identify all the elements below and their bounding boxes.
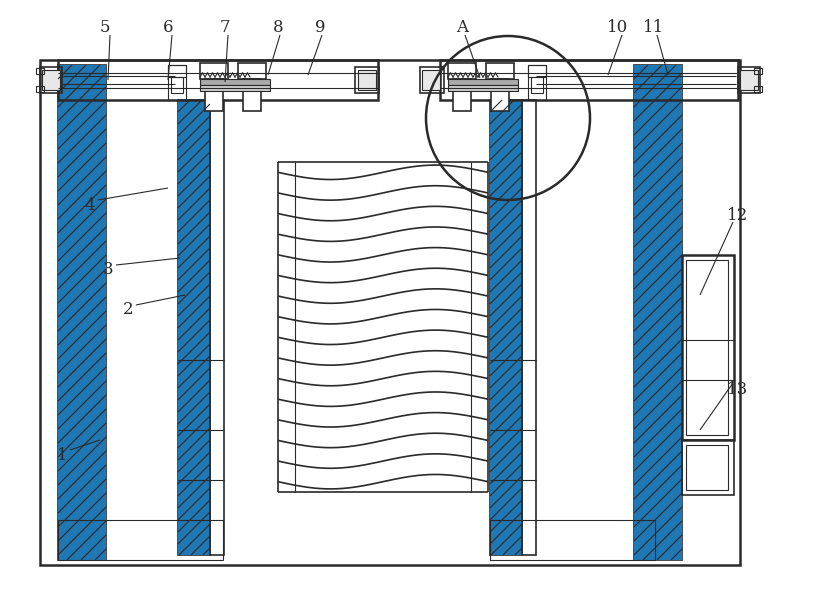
Bar — [420, 67, 444, 93]
Bar — [754, 86, 762, 92]
Bar — [200, 63, 228, 79]
Text: 2: 2 — [123, 301, 133, 319]
Bar — [58, 65, 106, 560]
Bar — [453, 79, 471, 111]
Text: 6: 6 — [163, 20, 174, 37]
Bar — [682, 255, 734, 440]
Bar — [528, 65, 546, 100]
Bar — [522, 100, 536, 555]
Text: 4: 4 — [84, 196, 95, 213]
Bar — [448, 63, 476, 79]
Bar — [36, 68, 44, 74]
Bar — [686, 260, 728, 435]
Text: A: A — [456, 20, 468, 37]
Text: 12: 12 — [727, 207, 749, 223]
Text: 5: 5 — [100, 20, 111, 37]
Bar — [58, 520, 223, 560]
Bar — [168, 65, 186, 100]
Bar — [210, 100, 224, 555]
Bar — [171, 77, 183, 93]
Bar — [531, 77, 543, 93]
Bar — [740, 70, 758, 90]
Text: 9: 9 — [314, 20, 325, 37]
Bar — [178, 100, 210, 555]
Bar — [243, 79, 261, 111]
Bar — [422, 70, 440, 90]
Bar — [528, 65, 546, 77]
Bar — [42, 70, 60, 90]
Text: 7: 7 — [219, 20, 230, 37]
Bar — [440, 60, 738, 100]
Bar — [682, 440, 734, 495]
Bar — [58, 65, 106, 560]
Text: 3: 3 — [102, 262, 113, 279]
Text: 11: 11 — [644, 20, 665, 37]
Bar — [58, 60, 378, 100]
Bar — [40, 67, 62, 93]
Text: 1: 1 — [57, 446, 67, 464]
Bar — [634, 65, 682, 560]
Text: 8: 8 — [273, 20, 283, 37]
Text: 10: 10 — [608, 20, 629, 37]
Bar — [448, 79, 518, 85]
Bar — [738, 67, 760, 93]
Bar — [448, 85, 518, 91]
Bar — [355, 67, 379, 93]
Bar — [358, 70, 376, 90]
Bar — [486, 63, 514, 79]
Bar — [634, 65, 682, 560]
Bar — [490, 100, 522, 555]
Bar — [686, 445, 728, 490]
Bar — [238, 63, 266, 79]
Bar — [490, 100, 522, 555]
Bar — [491, 79, 509, 111]
Bar — [200, 79, 270, 85]
Bar — [490, 520, 655, 560]
Text: 13: 13 — [727, 382, 749, 398]
Bar — [200, 85, 270, 91]
Bar — [754, 68, 762, 74]
Bar — [36, 86, 44, 92]
Bar — [205, 79, 223, 111]
Bar — [40, 60, 740, 565]
Bar — [168, 65, 186, 77]
Bar — [178, 100, 210, 555]
